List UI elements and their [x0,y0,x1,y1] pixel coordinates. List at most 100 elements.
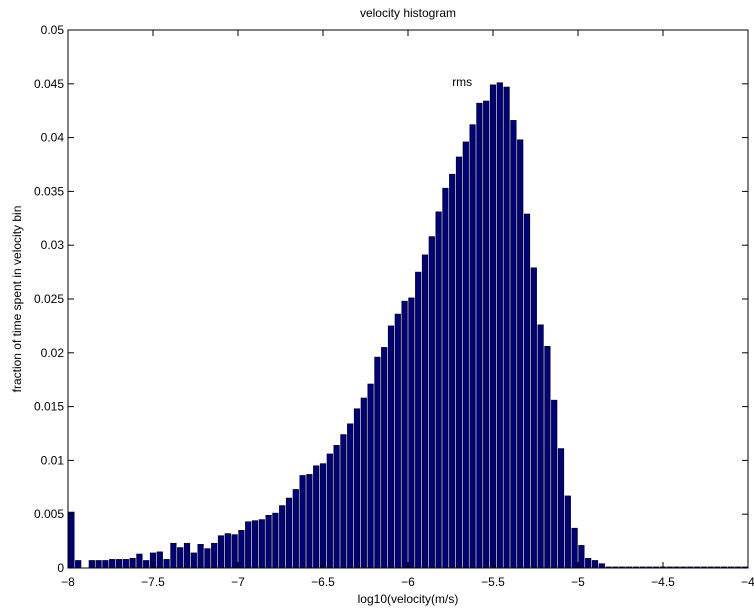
histogram-bar [95,560,102,569]
histogram-bar [292,489,299,569]
histogram-bar [279,505,286,569]
chart-title: velocity histogram [360,6,456,20]
histogram-bar [258,519,265,569]
histogram-bar [272,512,279,569]
histogram-bar [462,141,469,569]
x-tick-label: −8 [61,575,75,589]
histogram-bar [449,173,456,569]
histogram-bar [387,325,395,569]
histogram-bar [170,542,177,569]
histogram-bar [428,236,435,569]
histogram-bar [285,497,293,569]
histogram-bar [177,547,184,569]
histogram-bar [340,434,347,569]
histogram-bar [156,551,163,569]
histogram-bar [408,297,415,569]
histogram-bar [102,560,109,569]
x-tick-label: −4 [741,575,754,589]
histogram-bar [551,399,558,569]
histogram-bar [88,560,95,569]
histogram-bar [530,267,537,569]
histogram-bar [578,545,585,569]
plot-area [68,30,748,568]
histogram-bar [476,102,483,569]
y-tick-label: 0 [57,561,64,575]
histogram-bar [245,521,252,569]
y-tick-label: 0.05 [41,23,65,37]
histogram-bar [381,347,388,569]
histogram-bar [585,558,592,569]
y-tick-label: 0.02 [41,346,65,360]
histogram-bar [517,139,524,569]
histogram-bar [251,520,259,569]
histogram-bar [591,560,599,569]
y-axis-label: fraction of time spent in velocity bin [10,206,24,393]
histogram-bar [197,544,204,569]
y-tick-label: 0.035 [34,184,64,198]
histogram-bar [109,559,116,569]
y-tick-label: 0.015 [34,400,64,414]
histogram-bar [442,187,449,569]
histogram-bar [374,356,381,569]
histogram-bar [204,548,211,569]
x-axis: −8 −7.5 −7 −6.5 −6 −5.5 −5 −4.5 −4 [61,30,754,589]
y-tick-label: 0.005 [34,507,64,521]
histogram-bar [231,534,238,569]
histogram-bar [496,82,503,569]
y-tick-label: 0.025 [34,292,64,306]
bars-group [68,82,748,569]
histogram-bar [265,514,272,569]
histogram-bar [523,213,531,569]
histogram-bar [211,542,218,569]
histogram-bar [224,533,231,569]
x-tick-label: −7 [231,575,245,589]
histogram-bar [564,495,571,569]
histogram-bar [306,474,313,569]
histogram-bar [299,475,306,569]
histogram-bar [510,120,517,569]
x-tick-label: −4.5 [651,575,675,589]
y-axis: 0 0.005 0.01 0.015 0.02 0.025 0.03 0.035 0.04 0.0… [34,23,748,575]
histogram-bar [75,560,82,569]
histogram-bar [333,445,340,569]
x-tick-label: −5 [571,575,585,589]
histogram-bar [360,397,367,569]
y-tick-label: 0.04 [41,131,65,145]
histogram-bar [598,563,605,569]
rms-annotation: rms [452,75,472,89]
y-tick-label: 0.01 [41,453,65,467]
histogram-bar [537,324,544,569]
histogram-bar [394,313,401,569]
y-tick-label: 0.03 [41,238,65,252]
histogram-bar [163,559,170,569]
histogram-bar [421,254,429,569]
histogram-bar [313,465,320,569]
histogram-bar [347,423,354,569]
histogram-bar [238,530,245,569]
x-axis-label: log10(velocity(m/s) [358,592,459,606]
histogram-bar [367,383,374,569]
histogram-bar [557,448,565,569]
histogram-bar [115,559,123,569]
histogram-bar [503,86,510,569]
histogram-bar [143,560,150,569]
histogram-bar [68,511,75,569]
x-tick-label: −6.5 [311,575,335,589]
histogram-bar [544,346,551,569]
histogram-bar [455,156,463,569]
x-tick-label: −6 [401,575,415,589]
histogram-bar [489,84,497,569]
histogram-bar [122,559,129,569]
histogram-bar [136,553,143,569]
histogram-bar [217,535,225,569]
x-tick-label: −7.5 [141,575,165,589]
histogram-bar [415,271,422,569]
x-tick-label: −5.5 [481,575,505,589]
histogram-bar [353,408,361,569]
histogram-bar [483,100,490,569]
histogram-bar [190,552,197,569]
histogram-bar [571,527,578,569]
histogram-bar [183,542,191,569]
histogram-bar [469,124,476,569]
